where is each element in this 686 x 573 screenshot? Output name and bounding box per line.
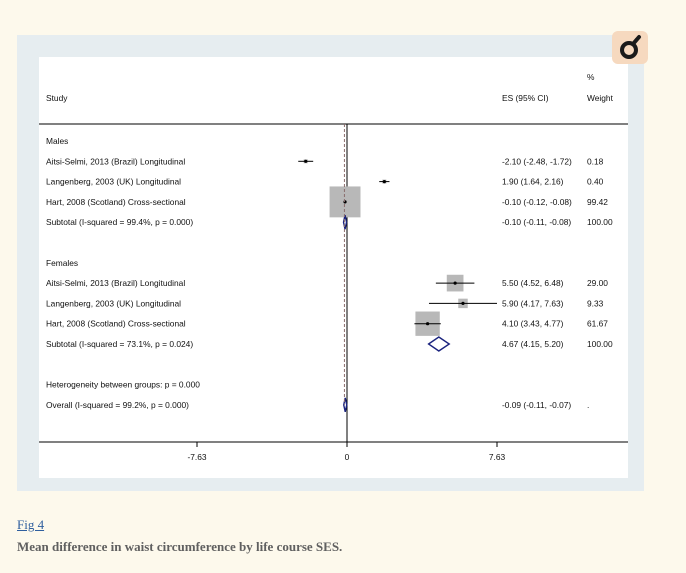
effect-size-text: 5.90 (4.17, 7.63) xyxy=(502,298,564,308)
weight-text: 0.40 xyxy=(587,177,604,187)
weight-text: 100.00 xyxy=(587,339,613,349)
subtotal-label: Subtotal (I-squared = 73.1%, p = 0.024) xyxy=(46,339,193,349)
study-label: Hart, 2008 (Scotland) Cross-sectional xyxy=(46,319,186,329)
forest-plot: Study ES (95% CI)% Weight -7.63 0 7.63 Males Ai… xyxy=(39,72,628,462)
point-estimate xyxy=(426,322,430,326)
point-estimate xyxy=(343,200,347,204)
effect-size-text: 4.10 (3.43, 4.77) xyxy=(502,319,564,329)
header-es: ES (95% CI) xyxy=(502,93,549,103)
group-label: Males xyxy=(46,136,68,146)
point-estimate xyxy=(453,281,457,285)
subtotal-diamond xyxy=(427,336,451,352)
point-estimate xyxy=(304,159,308,163)
study-label: Langenberg, 2003 (UK) Longitudinal xyxy=(46,298,181,308)
weight-text: 61.67 xyxy=(587,319,608,329)
study-label: Langenberg, 2003 (UK) Longitudinal xyxy=(46,177,181,187)
point-estimate xyxy=(382,180,386,184)
weight-text: 9.33 xyxy=(587,298,604,308)
subtotal-diamond xyxy=(342,215,348,230)
weight-text: . xyxy=(587,400,589,410)
study-label: Hart, 2008 (Scotland) Cross-sectional xyxy=(46,197,186,207)
figure-badge[interactable] xyxy=(612,31,648,64)
study-label: Aitsi-Selmi, 2013 (Brazil) Longitudinal xyxy=(46,156,185,166)
effect-size-text: 1.90 (1.64, 2.16) xyxy=(502,177,564,187)
group-label: Females xyxy=(46,258,78,268)
study-label: Aitsi-Selmi, 2013 (Brazil) Longitudinal xyxy=(46,278,185,288)
weight-text: 100.00 xyxy=(587,217,613,227)
weight-text: 29.00 xyxy=(587,278,608,288)
effect-size-text: -2.10 (-2.48, -1.72) xyxy=(502,156,572,166)
x-tick-label: -7.63 xyxy=(187,452,206,462)
effect-size-text: 5.50 (4.52, 6.48) xyxy=(502,278,564,288)
x-tick-label: 7.63 xyxy=(489,452,506,462)
header-study: Study xyxy=(46,93,68,103)
weight-text: 99.42 xyxy=(587,197,608,207)
effect-size-text: -0.09 (-0.11, -0.07) xyxy=(502,400,571,410)
x-tick-label: 0 xyxy=(345,452,350,462)
weight-text: 0.18 xyxy=(587,156,604,166)
overall-label: Overall (I-squared = 99.2%, p = 0.000) xyxy=(46,400,189,410)
header-percent: % xyxy=(587,72,595,82)
note-label: Heterogeneity between groups: p = 0.000 xyxy=(46,380,200,390)
point-estimate xyxy=(461,301,465,305)
magnifier-icon xyxy=(620,35,641,59)
subtotal-label: Subtotal (I-squared = 99.4%, p = 0.000) xyxy=(46,217,193,227)
effect-size-text: 4.67 (4.15, 5.20) xyxy=(502,339,564,349)
header-weight: Weight xyxy=(587,93,614,103)
figure-caption: Mean difference in waist circumference b… xyxy=(17,539,343,554)
effect-size-text: -0.10 (-0.12, -0.08) xyxy=(502,197,572,207)
effect-size-text: -0.10 (-0.11, -0.08) xyxy=(502,217,571,227)
figure-link[interactable]: Fig 4 xyxy=(17,517,45,532)
forest-plot-panel xyxy=(39,57,628,478)
